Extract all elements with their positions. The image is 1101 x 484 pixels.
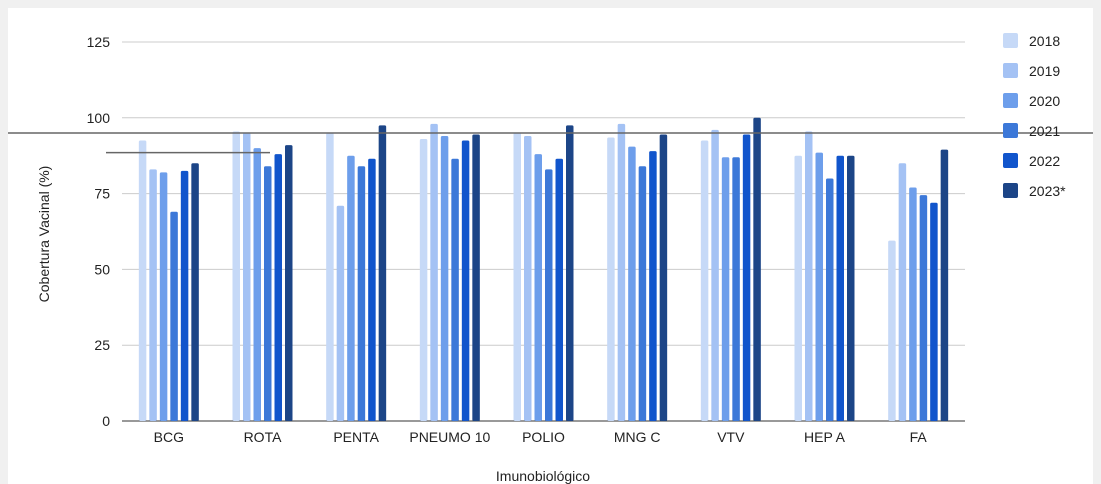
bar-pneumo-10-2021 — [451, 158, 459, 421]
bar-bcg-2021 — [170, 211, 178, 421]
bar-polio-2019 — [524, 135, 532, 421]
bar-pneumo-10-2022 — [461, 140, 470, 422]
bar-pneumo-10-2020 — [440, 135, 449, 421]
x-tick-label: VTV — [717, 429, 745, 445]
bar-pneumo-10-2023 — [472, 134, 480, 421]
bar-rota-2021 — [264, 166, 272, 421]
x-tick-label: HEP A — [804, 429, 846, 445]
bar-mng-c-2019 — [617, 123, 626, 421]
bar-rota-2022 — [274, 154, 282, 421]
bar-penta-2019 — [336, 205, 345, 421]
legend-swatch — [1003, 183, 1018, 198]
legend-swatch — [1003, 33, 1018, 48]
legend-label: 2023* — [1029, 183, 1066, 199]
bar-rota-2018 — [232, 131, 240, 421]
bar-vtv-2022 — [742, 134, 751, 421]
x-axis-label: Imunobiológico — [496, 468, 590, 484]
bar-penta-2020 — [347, 155, 355, 421]
legend-swatch — [1003, 153, 1018, 168]
bar-polio-2023 — [566, 125, 574, 421]
bar-mng-c-2023 — [659, 134, 668, 421]
legend-label: 2022 — [1029, 153, 1060, 169]
bar-vtv-2020 — [721, 157, 730, 421]
bars — [138, 117, 949, 422]
bar-bcg-2018 — [138, 140, 147, 422]
bar-penta-2023 — [378, 125, 387, 421]
y-tick-label: 100 — [87, 110, 111, 126]
bar-pneumo-10-2018 — [419, 139, 428, 422]
bar-polio-2018 — [513, 132, 521, 421]
bar-fa-2019 — [898, 163, 907, 421]
bar-polio-2022 — [555, 158, 563, 421]
legend-label: 2021 — [1029, 123, 1060, 139]
legend-label: 2020 — [1029, 93, 1060, 109]
bar-polio-2020 — [534, 154, 542, 421]
y-tick-label: 75 — [94, 186, 110, 202]
bar-fa-2023 — [940, 149, 949, 422]
x-tick-label: BCG — [154, 429, 184, 445]
bar-hep-a-2021 — [826, 178, 834, 421]
bar-bcg-2023 — [191, 163, 199, 421]
bar-penta-2018 — [326, 132, 334, 421]
bar-fa-2018 — [888, 240, 896, 421]
bar-bcg-2022 — [180, 170, 189, 421]
bar-penta-2021 — [357, 166, 366, 421]
y-tick-label: 0 — [102, 413, 110, 429]
bar-penta-2022 — [368, 158, 376, 421]
bar-fa-2020 — [909, 187, 917, 421]
bar-mng-c-2020 — [628, 146, 636, 421]
bar-rota-2023 — [285, 145, 293, 421]
chart-frame: 0 25 50 75 100 125 BCG ROTA PENTA PNEUMO 10 POLIO… — [8, 8, 1093, 484]
y-tick-label: 25 — [94, 337, 110, 353]
bar-vtv-2018 — [700, 140, 709, 422]
bar-vtv-2023 — [753, 117, 761, 422]
bar-polio-2021 — [545, 169, 553, 421]
bar-hep-a-2018 — [794, 155, 802, 421]
reference-lines — [8, 132, 1093, 154]
legend: 2018 2019 2020 2021 2022 2023* — [1003, 33, 1066, 199]
bar-chart: 0 25 50 75 100 125 BCG ROTA PENTA PNEUMO 10 POLIO… — [8, 33, 1093, 484]
bar-rota-2020 — [253, 148, 261, 421]
x-tick-label: PENTA — [333, 429, 379, 445]
y-axis-ticks: 0 25 50 75 100 125 — [87, 34, 111, 429]
y-tick-label: 125 — [87, 34, 111, 50]
legend-swatch — [1003, 123, 1018, 138]
bar-vtv-2021 — [732, 157, 740, 421]
x-tick-label: POLIO — [522, 429, 565, 445]
bar-rota-2019 — [243, 132, 251, 421]
bar-pneumo-10-2019 — [430, 123, 438, 421]
y-axis-label: Cobertura Vacinal (%) — [36, 166, 52, 303]
bar-hep-a-2023 — [847, 155, 855, 421]
bar-hep-a-2020 — [815, 152, 823, 421]
bar-bcg-2020 — [159, 172, 168, 421]
bar-mng-c-2022 — [649, 151, 657, 422]
legend-swatch — [1003, 93, 1018, 108]
bar-fa-2022 — [930, 202, 938, 421]
x-axis-ticks: BCG ROTA PENTA PNEUMO 10 POLIO MNG C VTV HEP A F… — [154, 429, 928, 445]
bar-fa-2021 — [919, 195, 928, 421]
bar-hep-a-2022 — [836, 155, 844, 421]
x-tick-label: FA — [910, 429, 928, 445]
x-tick-label: PNEUMO 10 — [409, 429, 490, 445]
bar-mng-c-2018 — [607, 137, 615, 421]
bar-bcg-2019 — [149, 169, 157, 421]
gridlines — [122, 41, 965, 422]
legend-swatch — [1003, 63, 1018, 78]
x-tick-label: ROTA — [244, 429, 283, 445]
bar-hep-a-2019 — [805, 131, 813, 421]
bar-mng-c-2021 — [638, 166, 647, 421]
legend-label: 2019 — [1029, 63, 1060, 79]
x-tick-label: MNG C — [614, 429, 661, 445]
bar-vtv-2019 — [711, 129, 719, 421]
y-tick-label: 50 — [94, 261, 110, 277]
legend-label: 2018 — [1029, 33, 1060, 49]
